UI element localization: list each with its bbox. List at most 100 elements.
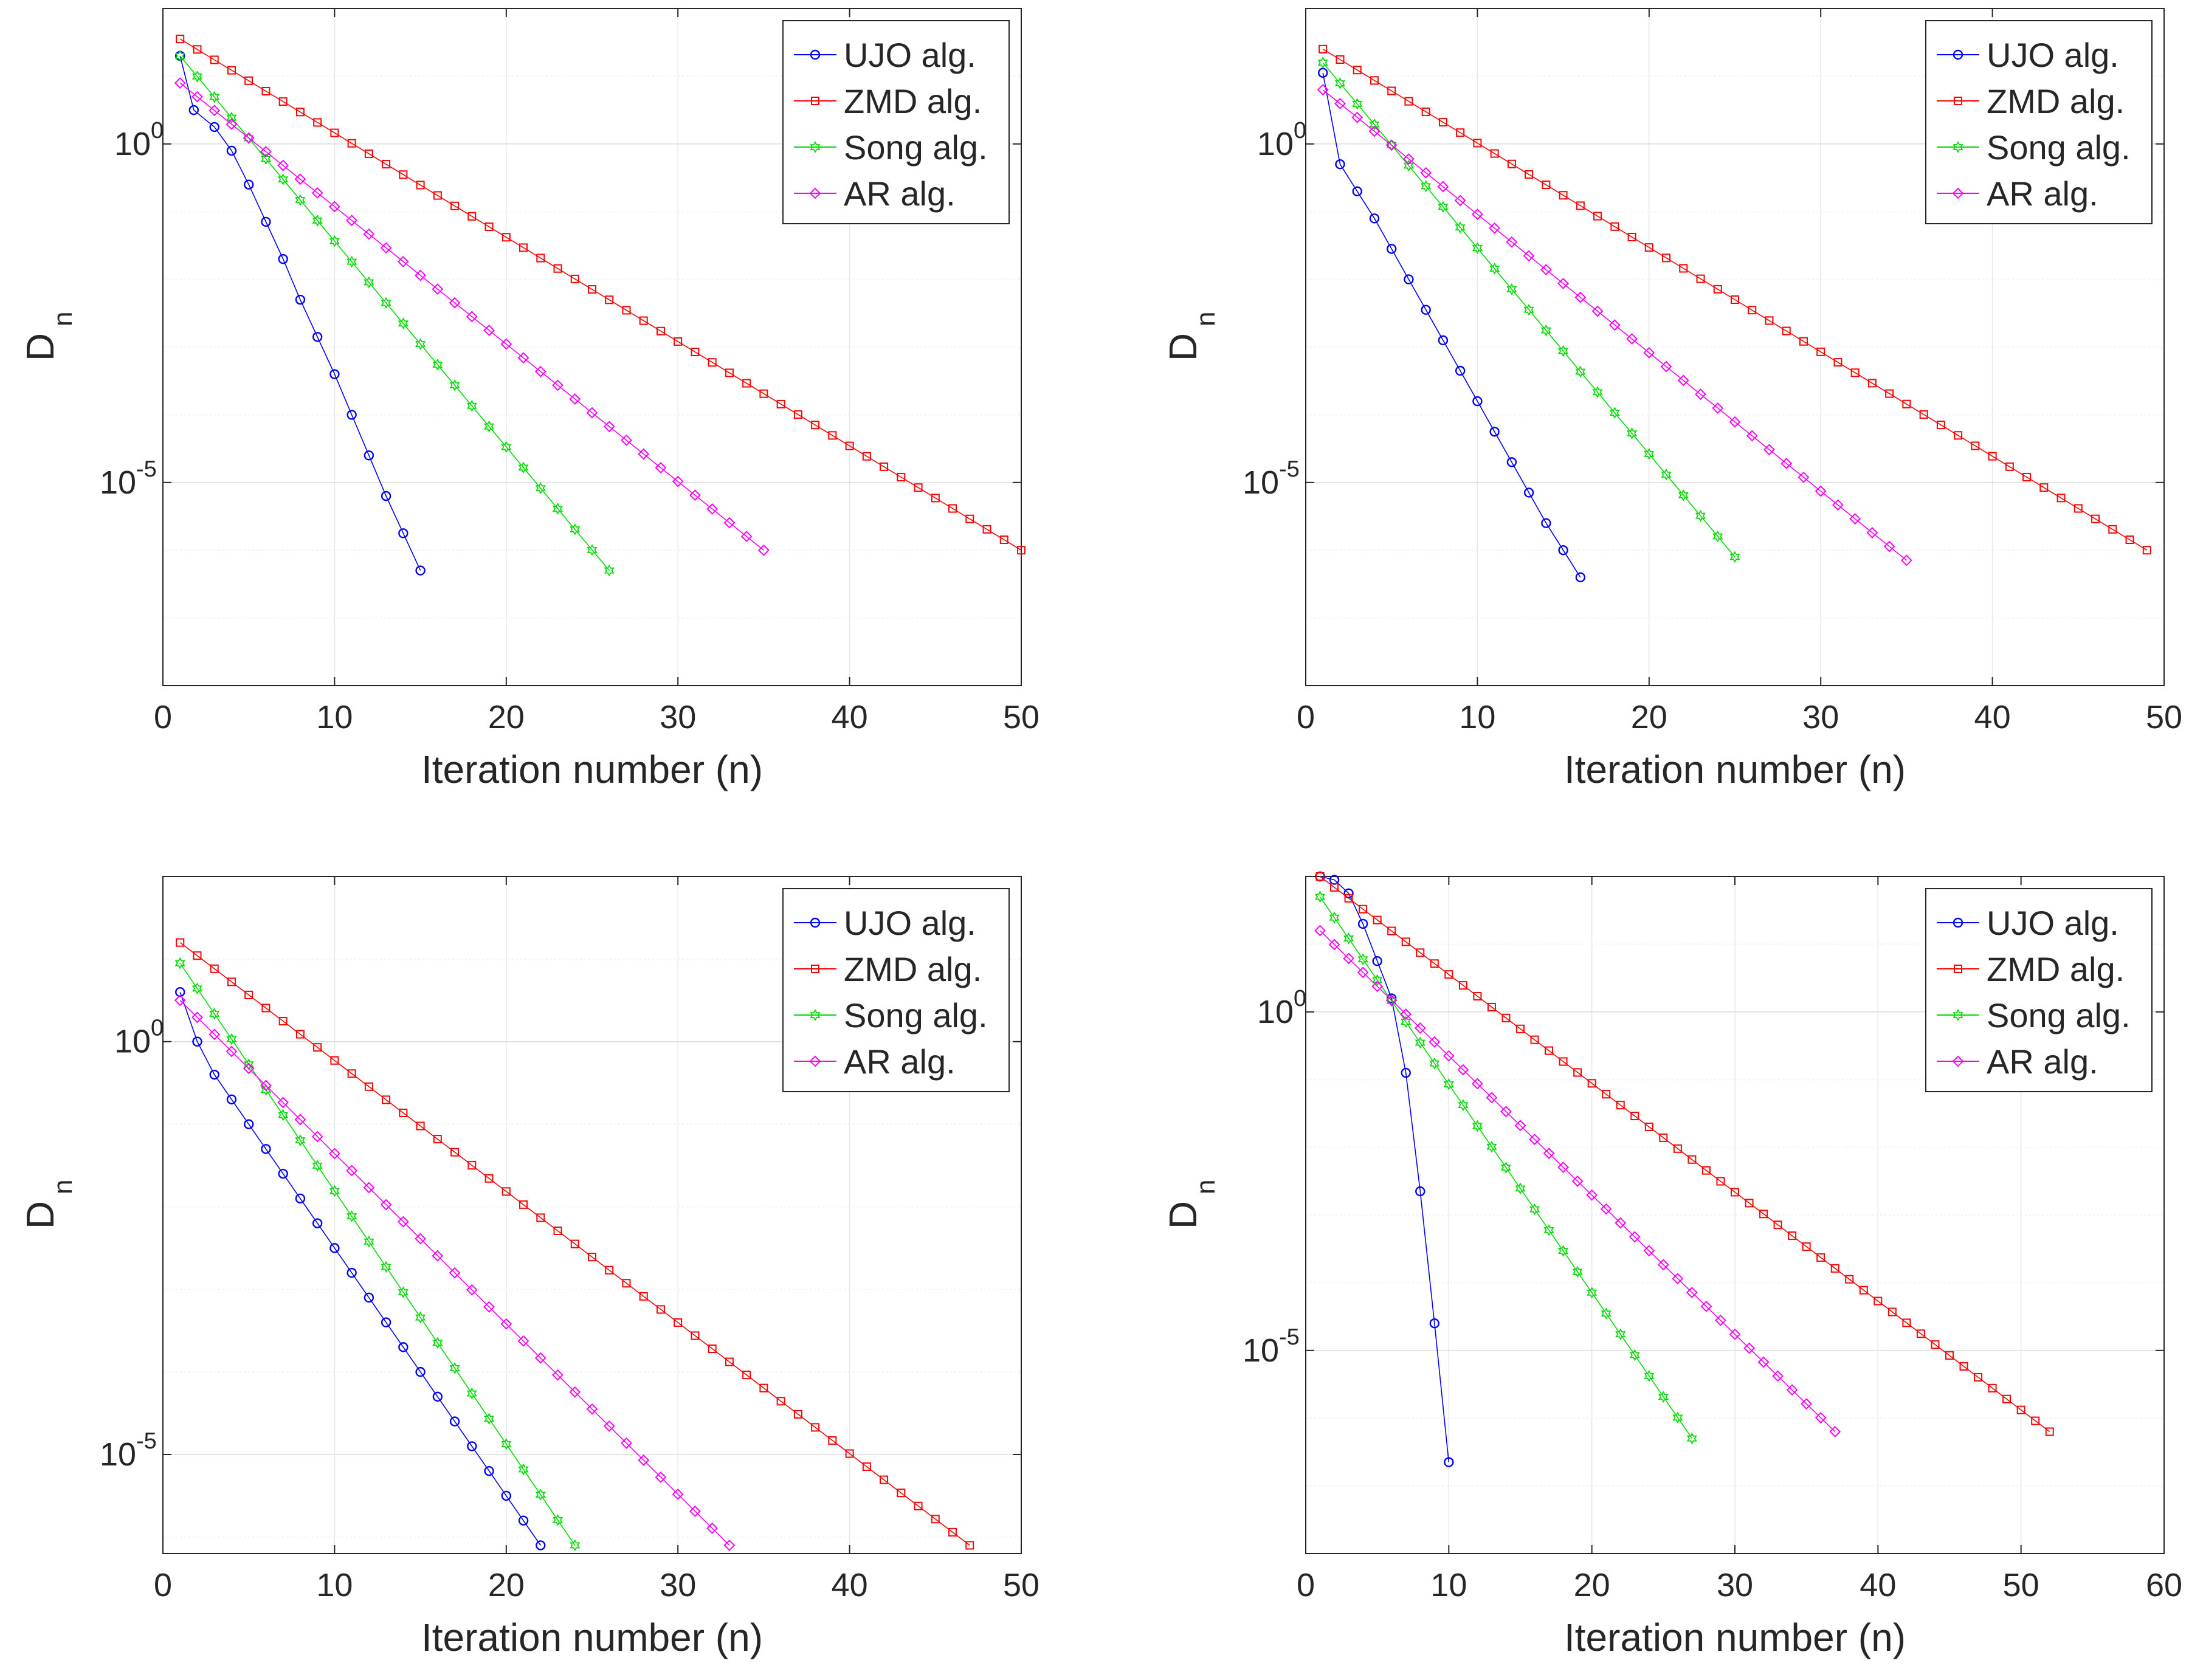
data-point [1672,1273,1684,1285]
legend-entry: AR alg. [794,1042,956,1081]
data-point [312,332,323,342]
y-axis-label: Dn [18,1180,78,1230]
x-axis-label: Iteration number (n) [1564,748,1906,791]
data-point [1403,159,1415,172]
data-point [674,1318,683,1327]
data-point [1489,263,1500,275]
data-point [1317,57,1328,69]
data-point [1592,386,1603,399]
data-point [1701,1166,1711,1175]
data-point [1328,938,1340,951]
data-point [1343,932,1354,945]
data-point [587,543,598,556]
data-point [209,91,220,103]
data-point [1541,518,1551,528]
data-point [433,191,442,200]
data-point [1574,291,1587,303]
data-point [965,514,974,523]
data-point [398,528,408,539]
data-point [227,66,236,75]
x-tick-label: 40 [832,699,868,735]
data-point [1600,1203,1612,1215]
series-line [1319,930,1836,1433]
data-point [1386,244,1397,254]
data-point [1576,201,1585,210]
data-point [1525,170,1534,179]
data-point [1593,212,1602,221]
data-point [793,1410,802,1419]
data-point [244,179,254,190]
y-axis-label: Dn [1161,1180,1221,1230]
data-point [1591,305,1604,317]
data-point [1616,1101,1625,1110]
data-point [174,994,186,1007]
data-point [261,1004,271,1013]
data-point [193,45,202,54]
data-point [1731,295,1739,305]
data-point [1971,441,1980,450]
data-point [311,187,323,199]
legend-entry: AR alg. [794,174,956,213]
data-point [1850,368,1860,377]
data-point [1545,1046,1554,1055]
legend-entry: Song alg. [1937,996,2131,1035]
data-point [1572,1265,1583,1278]
data-point [1430,959,1439,968]
legend: UJO alg. ZMD alg. Song alg. AR alg. [782,20,1010,224]
data-point [227,977,236,986]
data-point [897,473,906,482]
data-point [295,1030,305,1039]
data-point [1644,243,1653,252]
data-point [1500,1106,1512,1118]
data-point [1334,98,1346,109]
series-zmd [176,35,1026,555]
data-point [1678,489,1689,501]
data-point [226,1045,238,1058]
data-point [432,1391,443,1402]
data-point [605,295,614,305]
legend-label: AR alg. [844,1042,956,1081]
legend-marker [811,965,819,973]
data-point [467,212,477,221]
data-point [312,215,323,227]
x-tick-label: 0 [1297,1567,1315,1603]
data-point [1357,966,1369,979]
data-point [1849,513,1861,525]
data-point [244,1119,254,1129]
series-line [179,82,764,551]
data-point [519,1200,528,1209]
data-point [432,283,444,295]
y-tick-base: 10 [100,1436,136,1473]
data-point [313,118,322,127]
data-point [399,1108,408,1117]
data-point [1763,444,1775,456]
data-point [1489,427,1500,437]
data-point [295,108,305,117]
legend-label: Song alg. [844,996,988,1035]
data-point [1798,471,1810,483]
data-point [552,503,564,515]
data-point [1802,1242,1811,1251]
data-point [174,50,185,62]
series-ujo [1318,67,1586,582]
legend-entry: Song alg. [794,128,988,167]
data-point [552,379,564,391]
data-point [1609,407,1620,419]
data-point [1473,139,1482,148]
data-point [2074,504,2083,513]
data-point [1444,1457,1454,1467]
data-point [931,1515,940,1524]
data-point [914,483,923,492]
data-point [1487,1002,1496,1011]
data-point [776,1397,785,1406]
axes-box [162,8,1022,686]
series-line [179,55,610,571]
data-point [1472,396,1483,407]
data-point [1334,77,1346,89]
x-tick-label: 30 [1717,1567,1753,1603]
data-point [397,256,409,267]
data-point [1344,893,1353,903]
data-point [415,1311,426,1324]
data-point [914,1501,923,1510]
